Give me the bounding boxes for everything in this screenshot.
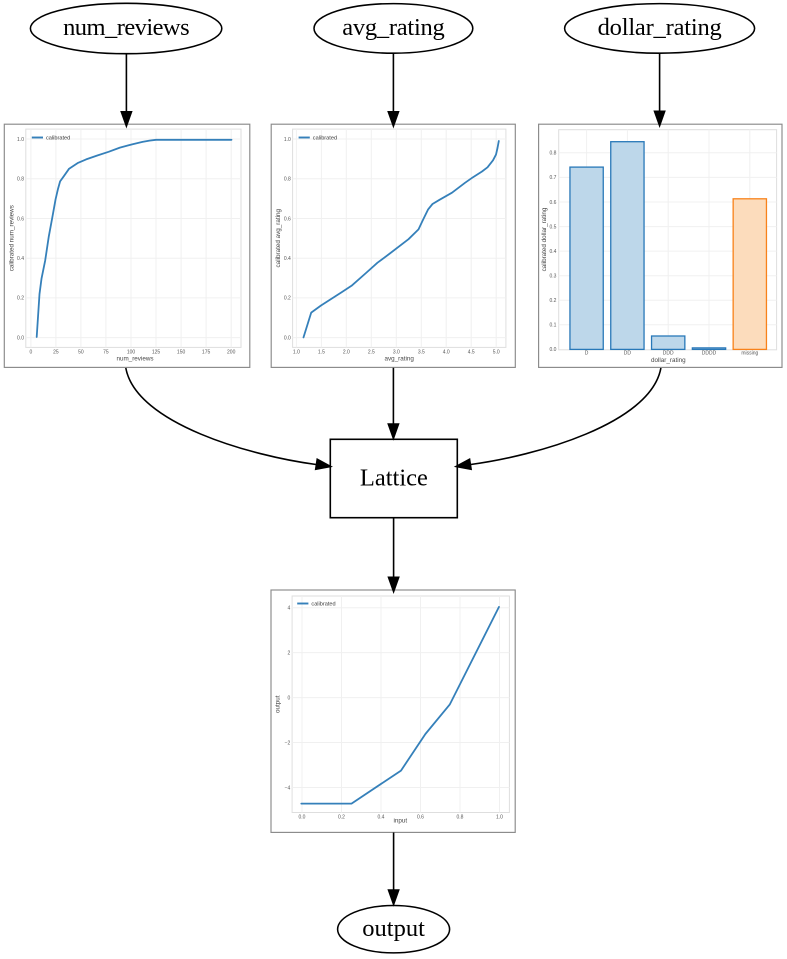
svg-text:0.8: 0.8	[549, 151, 556, 157]
svg-text:DDDD: DDDD	[702, 350, 717, 356]
svg-text:0.2: 0.2	[549, 298, 556, 304]
svg-text:0.1: 0.1	[549, 323, 556, 329]
svg-text:0.2: 0.2	[338, 814, 345, 820]
svg-text:0.4: 0.4	[284, 256, 291, 262]
svg-text:2.0: 2.0	[343, 349, 350, 355]
svg-text:0.5: 0.5	[549, 224, 556, 230]
svg-text:0.8: 0.8	[457, 814, 464, 820]
svg-text:50: 50	[78, 349, 84, 355]
svg-text:0.6: 0.6	[284, 216, 291, 222]
svg-text:0.6: 0.6	[549, 200, 556, 206]
svg-text:2: 2	[288, 650, 291, 656]
svg-text:dollar_rating: dollar_rating	[651, 357, 686, 364]
svg-text:1.0: 1.0	[284, 137, 291, 143]
svg-text:3.5: 3.5	[418, 349, 425, 355]
svg-text:0.6: 0.6	[417, 814, 424, 820]
svg-text:calibrated avg_rating: calibrated avg_rating	[275, 208, 282, 267]
svg-text:avg_rating: avg_rating	[342, 14, 444, 41]
svg-text:DDD: DDD	[663, 350, 674, 356]
svg-text:100: 100	[127, 349, 136, 355]
svg-text:0.3: 0.3	[549, 274, 556, 280]
svg-text:5.0: 5.0	[493, 349, 500, 355]
svg-text:calibrated num_reviews: calibrated num_reviews	[8, 205, 15, 271]
svg-text:0: 0	[30, 349, 33, 355]
svg-text:125: 125	[152, 349, 161, 355]
svg-text:2.5: 2.5	[368, 349, 375, 355]
svg-text:output: output	[275, 695, 282, 713]
svg-text:0.6: 0.6	[17, 216, 24, 222]
svg-text:0.0: 0.0	[549, 347, 556, 353]
svg-text:input: input	[393, 818, 407, 825]
svg-text:0.0: 0.0	[284, 335, 291, 341]
svg-text:3.0: 3.0	[393, 349, 400, 355]
svg-text:1.0: 1.0	[496, 814, 503, 820]
svg-text:200: 200	[227, 349, 236, 355]
svg-text:0.4: 0.4	[17, 256, 24, 262]
svg-text:calibrated dollar_rating: calibrated dollar_rating	[541, 207, 548, 271]
svg-text:−2: −2	[285, 740, 291, 746]
svg-text:0.2: 0.2	[284, 296, 291, 302]
svg-text:4: 4	[288, 606, 291, 612]
svg-text:calibrated: calibrated	[46, 135, 70, 141]
svg-text:Lattice: Lattice	[360, 465, 428, 492]
svg-text:0.4: 0.4	[549, 249, 556, 255]
svg-text:0.7: 0.7	[549, 175, 556, 181]
svg-text:num_reviews: num_reviews	[63, 14, 189, 41]
svg-text:calibrated: calibrated	[311, 601, 335, 607]
svg-text:150: 150	[177, 349, 186, 355]
svg-text:output: output	[362, 915, 425, 942]
svg-text:0.0: 0.0	[299, 814, 306, 820]
svg-text:D: D	[585, 350, 589, 356]
svg-text:avg_rating: avg_rating	[384, 356, 414, 363]
svg-text:0.8: 0.8	[17, 177, 24, 183]
svg-text:0.2: 0.2	[17, 296, 24, 302]
svg-text:−4: −4	[285, 785, 291, 791]
svg-text:missing: missing	[741, 350, 758, 356]
svg-text:0.8: 0.8	[284, 177, 291, 183]
svg-text:1.0: 1.0	[17, 137, 24, 143]
svg-text:1.5: 1.5	[318, 349, 325, 355]
svg-text:175: 175	[202, 349, 211, 355]
svg-text:4.5: 4.5	[468, 349, 475, 355]
svg-text:4.0: 4.0	[443, 349, 450, 355]
svg-text:25: 25	[53, 349, 59, 355]
svg-text:0.0: 0.0	[17, 335, 24, 341]
svg-text:num_reviews: num_reviews	[116, 356, 153, 363]
svg-text:DD: DD	[624, 350, 632, 356]
svg-text:75: 75	[103, 349, 109, 355]
svg-text:1.0: 1.0	[293, 349, 300, 355]
svg-text:0.4: 0.4	[378, 814, 385, 820]
svg-text:calibrated: calibrated	[313, 135, 337, 141]
svg-text:dollar_rating: dollar_rating	[598, 14, 722, 41]
svg-text:0: 0	[288, 695, 291, 701]
